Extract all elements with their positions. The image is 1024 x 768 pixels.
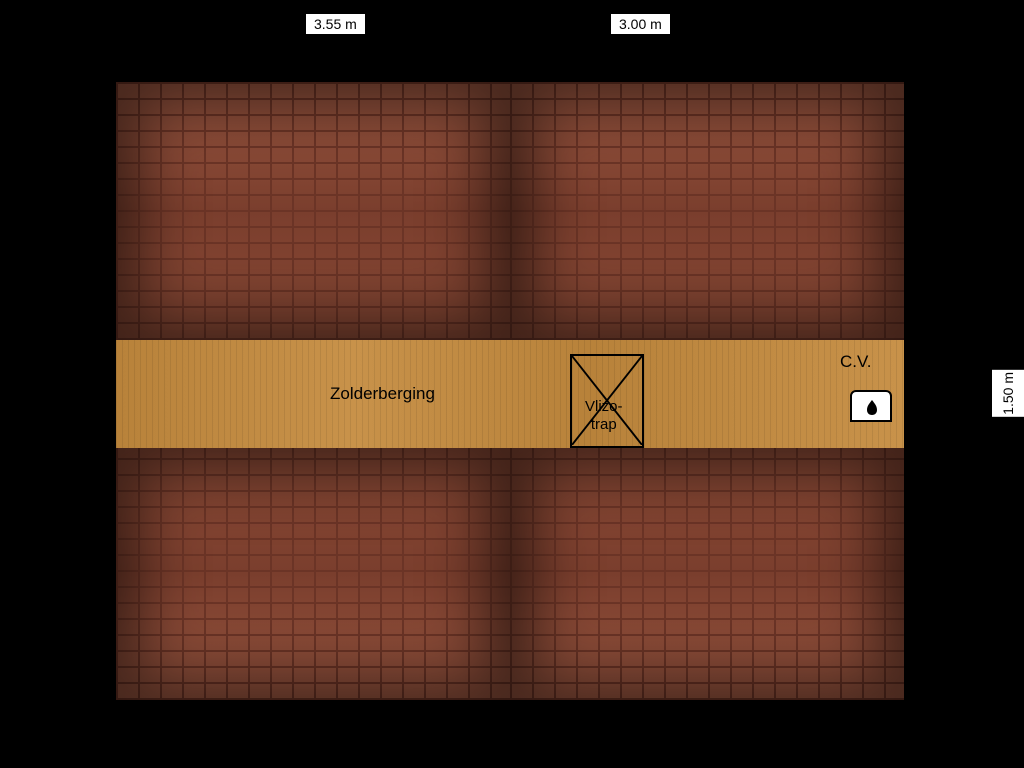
floor-zolderberging [116, 340, 904, 448]
flame-icon [862, 398, 882, 416]
label-cv: C.V. [840, 352, 872, 372]
roof-panel-bottom-left [116, 448, 510, 700]
dimension-label-top-left: 3.55 m [306, 14, 365, 34]
roof-panel-top-left [116, 82, 510, 340]
dimension-label-right: 1.50 m [992, 370, 1024, 417]
cv-boiler [850, 390, 892, 422]
label-zolderberging: Zolderberging [330, 384, 435, 404]
roof-panel-top-right [510, 82, 904, 340]
label-vlizotrap-line1: Vlizo- [585, 398, 623, 415]
label-vlizotrap: Vlizo- trap [585, 398, 623, 434]
dimension-label-top-right: 3.00 m [611, 14, 670, 34]
label-vlizotrap-line2: trap [591, 416, 617, 433]
roof-panel-bottom-right [510, 448, 904, 700]
